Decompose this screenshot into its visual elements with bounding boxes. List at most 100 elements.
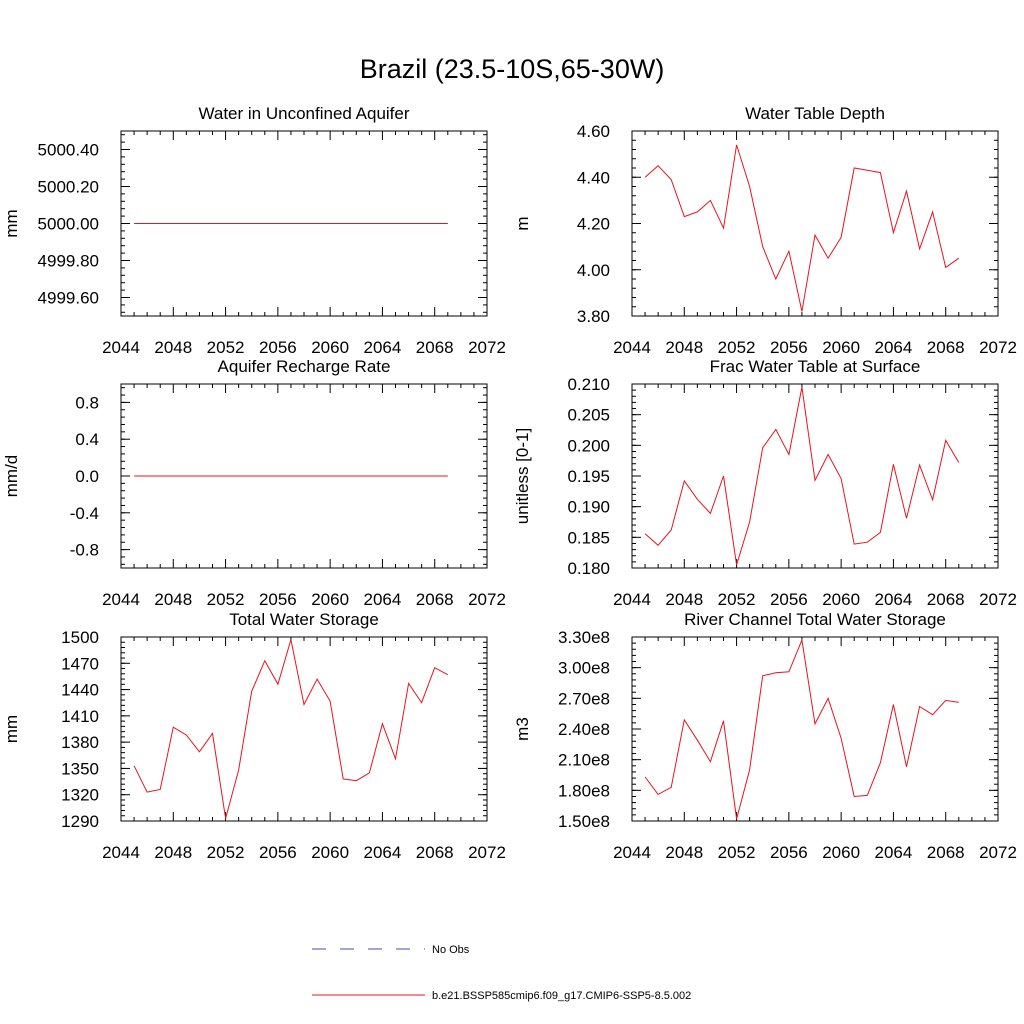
panel-title: River Channel Total Water Storage: [684, 610, 946, 629]
x-tick-label: 2044: [613, 843, 651, 862]
x-tick-label: 2060: [311, 590, 349, 609]
y-axis-label: mm/d: [2, 455, 21, 498]
y-tick-label: 4999.80: [38, 252, 99, 271]
x-tick-label: 2068: [416, 338, 454, 357]
y-tick-label: 1410: [61, 707, 99, 726]
x-tick-label: 2048: [665, 590, 703, 609]
chart-panels: Water in Unconfined Aquifer mm 2044 2048 205…: [2, 104, 1017, 862]
y-tick-label: 1440: [61, 681, 99, 700]
x-tick-label: 2048: [665, 843, 703, 862]
y-tick-label: -0.8: [70, 541, 99, 560]
y-tick-label: 1320: [61, 786, 99, 805]
y-tick-label: 0.195: [567, 467, 610, 486]
x-tick-label: 2056: [259, 590, 297, 609]
series-line: [133, 639, 449, 819]
x-tick-label: 2048: [665, 338, 703, 357]
panel-title: Total Water Storage: [229, 610, 379, 629]
y-tick-label: 2.10e8: [558, 751, 610, 770]
y-tick-label: 4.00: [577, 261, 610, 280]
series-line: [644, 638, 959, 820]
y-tick-label: 3.00e8: [558, 659, 610, 678]
y-tick-label: 3.30e8: [558, 628, 610, 647]
x-tick-label: 2072: [979, 843, 1017, 862]
x-tick-label: 2056: [259, 843, 297, 862]
y-tick-label: 0.0: [75, 467, 99, 486]
y-axis-label: m: [513, 216, 532, 230]
x-tick-label: 2060: [822, 843, 860, 862]
x-tick-label: 2056: [770, 843, 808, 862]
x-tick-label: 2052: [207, 338, 245, 357]
x-tick-label: 2072: [468, 338, 506, 357]
y-tick-label: 0.190: [567, 498, 610, 517]
x-tick-label: 2044: [102, 843, 140, 862]
y-tick-label: 4999.60: [38, 289, 99, 308]
x-tick-label: 2048: [154, 590, 192, 609]
x-tick-label: 2068: [416, 843, 454, 862]
x-tick-label: 2072: [979, 338, 1017, 357]
x-tick-label: 2056: [259, 338, 297, 357]
panel-title: Aquifer Recharge Rate: [218, 357, 391, 376]
x-tick-label: 2068: [927, 843, 965, 862]
y-tick-label: 0.8: [75, 393, 99, 412]
y-axis-label: unitless [0-1]: [513, 428, 532, 524]
y-tick-label: 0.200: [567, 436, 610, 455]
x-tick-label: 2048: [154, 843, 192, 862]
panel-title: Water in Unconfined Aquifer: [198, 104, 409, 123]
x-tick-label: 2064: [364, 590, 402, 609]
x-tick-label: 2052: [718, 338, 756, 357]
chart-panel-4: Frac Water Table at Surface unitless [0-1…: [513, 357, 1017, 609]
y-axis-label: m3: [513, 717, 532, 741]
x-tick-label: 2072: [468, 590, 506, 609]
x-tick-label: 2044: [102, 338, 140, 357]
y-tick-label: 5000.20: [38, 178, 99, 197]
y-tick-label: 0.185: [567, 528, 610, 547]
y-axis-label: mm: [2, 715, 21, 743]
x-tick-label: 2048: [154, 338, 192, 357]
y-tick-label: 1380: [61, 733, 99, 752]
x-tick-label: 2068: [416, 590, 454, 609]
chart-panel-6: River Channel Total Water Storage m3 2044 2…: [513, 610, 1017, 862]
y-tick-label: 1.80e8: [558, 781, 610, 800]
x-tick-label: 2044: [613, 338, 651, 357]
y-tick-label: 1.50e8: [558, 812, 610, 831]
legend-label-model-run: b.e21.BSSP585cmip6.f09_g17.CMIP6-SSP5-8.…: [432, 990, 691, 1002]
x-tick-label: 2052: [207, 590, 245, 609]
y-tick-label: 0.210: [567, 375, 610, 394]
figure-title: Brazil (23.5-10S,65-30W): [359, 54, 665, 84]
plot-frame: [631, 383, 999, 569]
x-tick-label: 2068: [927, 338, 965, 357]
y-tick-label: 1290: [61, 812, 99, 831]
x-tick-label: 2060: [822, 338, 860, 357]
panel-title: Water Table Depth: [745, 104, 885, 123]
x-tick-label: 2064: [875, 338, 913, 357]
x-tick-label: 2056: [770, 338, 808, 357]
x-tick-label: 2056: [770, 590, 808, 609]
y-tick-label: 0.205: [567, 406, 610, 425]
y-tick-label: 4.20: [577, 215, 610, 234]
series-line: [644, 387, 960, 566]
y-tick-label: 5000.40: [38, 141, 99, 160]
chart-panel-3: Aquifer Recharge Rate mm/d 2044 2048 2052 205…: [2, 357, 506, 609]
y-tick-label: 1350: [61, 759, 99, 778]
plot-frame: [631, 636, 999, 822]
y-tick-label: 1470: [61, 654, 99, 673]
x-tick-label: 2072: [468, 843, 506, 862]
x-tick-label: 2052: [718, 590, 756, 609]
y-tick-label: 0.4: [75, 430, 99, 449]
chart-panel-2: Water Table Depth m 2044 2048 2052 2056 2060 20…: [513, 104, 1017, 357]
chart-panel-5: Total Water Storage mm 2044 2048 2052 2056 206…: [2, 610, 506, 862]
x-tick-label: 2064: [875, 590, 913, 609]
x-tick-label: 2052: [207, 843, 245, 862]
y-axis-label: mm: [2, 209, 21, 237]
series-line: [644, 144, 960, 312]
panel-title: Frac Water Table at Surface: [710, 357, 921, 376]
x-tick-label: 2044: [613, 590, 651, 609]
y-tick-label: 0.180: [567, 559, 610, 578]
y-tick-label: 1500: [61, 628, 99, 647]
y-tick-label: 4.60: [577, 122, 610, 141]
x-tick-label: 2060: [311, 843, 349, 862]
legend-label-no-obs: No Obs: [432, 944, 470, 956]
x-tick-label: 2060: [822, 590, 860, 609]
chart-panel-1: Water in Unconfined Aquifer mm 2044 2048 205…: [2, 104, 506, 357]
